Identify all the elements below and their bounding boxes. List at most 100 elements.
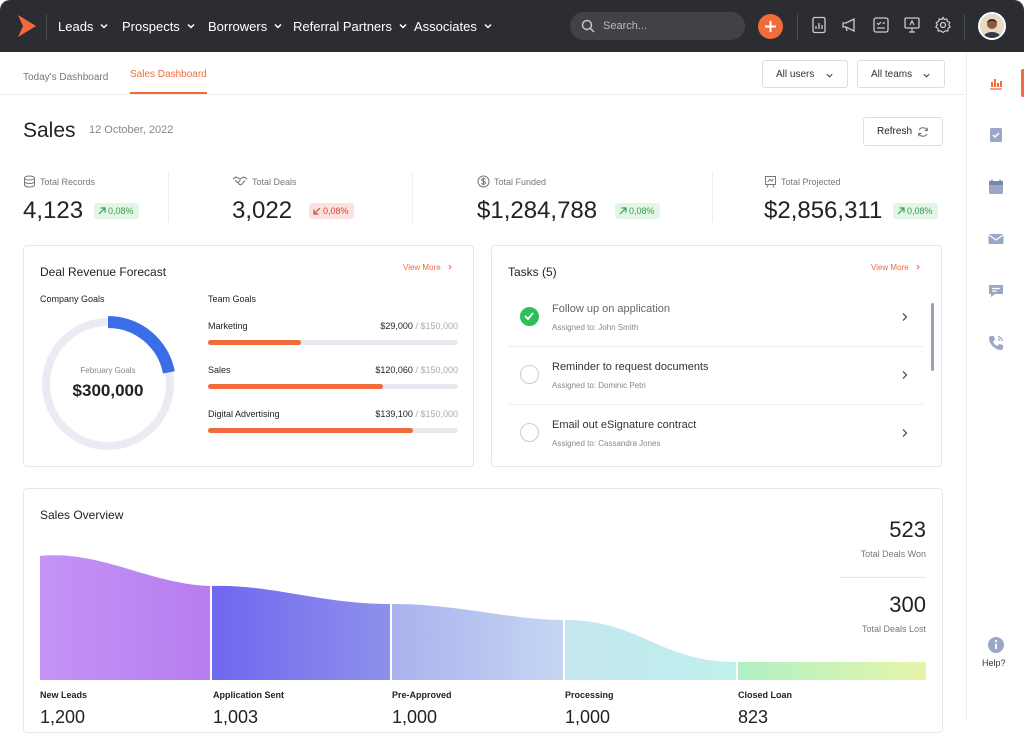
help-label[interactable]: Help? [982,658,1006,668]
task-assignee: Assigned to: Dominic Petri [552,381,646,390]
logo-icon[interactable] [18,15,36,37]
task-checklist-icon[interactable] [987,126,1005,144]
tasks-view-more-link[interactable]: View More [871,263,921,272]
nav-prospects[interactable]: Prospects [122,0,196,52]
calendar-icon[interactable] [987,178,1005,196]
company-goals-label: Company Goals [40,294,105,304]
search-icon [581,19,595,33]
tab-sales-dashboard[interactable]: Sales Dashboard [130,69,207,80]
card-title: Deal Revenue Forecast [40,265,167,279]
sales-funnel-chart [40,555,926,680]
add-button[interactable] [758,14,783,39]
team-goal-target: / $150,000 [415,321,458,331]
funnel-stage-closed-loan [738,662,926,680]
checklist-icon[interactable] [872,16,890,34]
avatar[interactable] [978,12,1006,40]
megaphone-icon[interactable] [841,16,859,34]
funnel-stage-new-leads [40,555,210,680]
nav-label: Borrowers [208,18,268,34]
company-goals-gauge [40,316,176,452]
stat-value-total-funded: $1,284,788 [477,197,598,224]
task-item[interactable]: Email out eSignature contract Assigned t… [508,405,923,463]
funnel-stage-application-sent [212,585,390,680]
refresh-icon [918,127,928,137]
chevron-down-icon [274,23,282,29]
nav-label: Referral Partners [293,18,392,34]
mail-icon[interactable] [987,230,1005,248]
arrow-down-left-icon [313,207,321,215]
stat-value-total-records: 4,123 [23,197,84,224]
tab-todays-dashboard[interactable]: Today's Dashboard [23,72,109,83]
divider [840,577,926,578]
team-goal-progress-fill [208,428,413,433]
chevron-down-icon [100,23,108,29]
gauge-progress-arc [40,316,176,452]
team-goal-current: $29,000 [380,321,413,331]
deals-lost-label: Total Deals Lost [861,624,926,634]
task-checkbox[interactable] [520,423,539,442]
right-sidebar: Help? [966,52,1024,721]
stat-change-badge: 0,08% [615,203,660,219]
nav-referral-partners[interactable]: Referral Partners [293,0,408,52]
nav-borrowers[interactable]: Borrowers [208,0,283,52]
nav-label: Leads [58,18,94,34]
chevron-right-icon [902,429,908,437]
task-checkbox[interactable] [520,365,539,384]
presentation-icon[interactable] [903,16,921,34]
nav-leads[interactable]: Leads [58,0,109,52]
task-checkbox[interactable] [520,307,539,326]
funnel-value: 823 [738,707,769,727]
stat-change-badge: 0,08% [893,203,938,219]
arrow-up-right-icon [897,207,905,215]
team-goal-name: Marketing [208,321,248,331]
funnel-value: 1,000 [565,707,611,727]
help-icon[interactable] [987,636,1005,654]
task-title: Reminder to request documents [552,361,709,373]
teams-filter-dropdown[interactable]: All teams [857,60,945,88]
chevron-right-icon [448,264,452,270]
funnel-label: Application Sent [213,690,285,700]
view-more-label: View More [871,263,909,272]
tasks-scrollbar[interactable] [931,303,934,371]
funnel-label: Processing [565,690,614,700]
stat-label-text: Total Projected [781,176,841,187]
funnel-value: 1,000 [392,707,438,727]
team-goal-current: $139,100 [375,409,413,419]
team-goal-target: / $150,000 [415,365,458,375]
arrow-up-right-icon [98,207,106,215]
team-goal-progress-bar [208,428,458,433]
nav-associates[interactable]: Associates [414,0,493,52]
phone-icon[interactable] [987,334,1005,352]
handshake-icon [232,176,248,186]
projection-icon [765,176,776,188]
task-item[interactable]: Follow up on application Assigned to: Jo… [508,289,923,347]
stat-change-value: 0,08% [323,206,349,216]
stat-label-text: Total Deals [252,176,297,187]
task-item[interactable]: Reminder to request documents Assigned t… [508,347,923,405]
card-title: Tasks (5) [508,265,557,279]
chevron-right-icon [916,264,920,270]
gauge-caption: February Goals [80,366,136,375]
deals-lost-value: 300 [889,592,926,617]
search-box [570,12,745,40]
stat-change-badge: 0,08% [94,203,139,219]
chart-icon[interactable] [987,74,1005,92]
stat-change-badge: 0,08% [309,203,354,219]
forecast-view-more-link[interactable]: View More [403,263,453,272]
users-filter-value: All users [776,68,815,80]
funnel-value: 1,200 [40,707,86,727]
search-input[interactable] [603,12,733,40]
refresh-button[interactable]: Refresh [863,117,943,146]
users-filter-dropdown[interactable]: All users [762,60,848,88]
chat-icon[interactable] [987,282,1005,300]
stat-value-total-projected: $2,856,311 [764,197,883,224]
team-goal-progress-fill [208,340,301,345]
gear-icon[interactable] [934,16,952,34]
page-date: 12 October, 2022 [89,124,174,136]
funnel-stage-processing [565,620,736,680]
divider [168,172,169,222]
team-goal-amount: $139,100 / $150,000 [300,409,458,419]
divider [412,172,413,222]
chevron-down-icon [923,73,930,78]
report-icon[interactable] [810,16,828,34]
